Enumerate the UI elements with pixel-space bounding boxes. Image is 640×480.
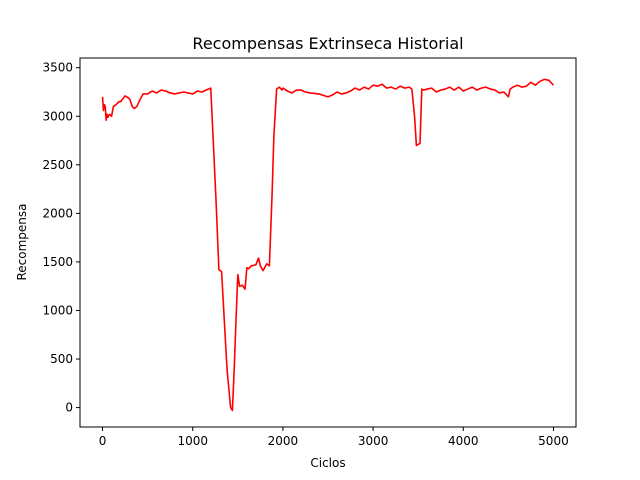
x-tick-label: 5000: [538, 434, 569, 448]
x-tick-label: 4000: [448, 434, 479, 448]
plot-frame: [79, 57, 577, 428]
y-axis: 0 500 1000 1500 2000 2500 3000 3500: [42, 61, 80, 415]
plot-area: [101, 78, 555, 412]
x-tick-label: 2000: [268, 434, 299, 448]
x-tick-label: 3000: [358, 434, 389, 448]
x-axis: 0 1000 2000 3000 4000 5000: [99, 427, 569, 448]
y-axis-label: Recompensa: [15, 203, 29, 280]
x-tick-label: 1000: [177, 434, 208, 448]
y-tick-label: 1000: [42, 303, 73, 317]
y-tick-label: 0: [65, 401, 73, 415]
y-tick-label: 2000: [42, 206, 73, 220]
y-tick-label: 2500: [42, 158, 73, 172]
y-tick-label: 1500: [42, 255, 73, 269]
y-tick-label: 3000: [42, 109, 73, 123]
x-tick-label: 0: [99, 434, 107, 448]
chart-title: Recompensas Extrinseca Historial: [192, 34, 463, 53]
y-tick-label: 3500: [42, 61, 73, 75]
y-tick-label: 500: [50, 352, 73, 366]
series-line-0: [101, 78, 555, 412]
x-axis-label: Ciclos: [310, 456, 345, 470]
